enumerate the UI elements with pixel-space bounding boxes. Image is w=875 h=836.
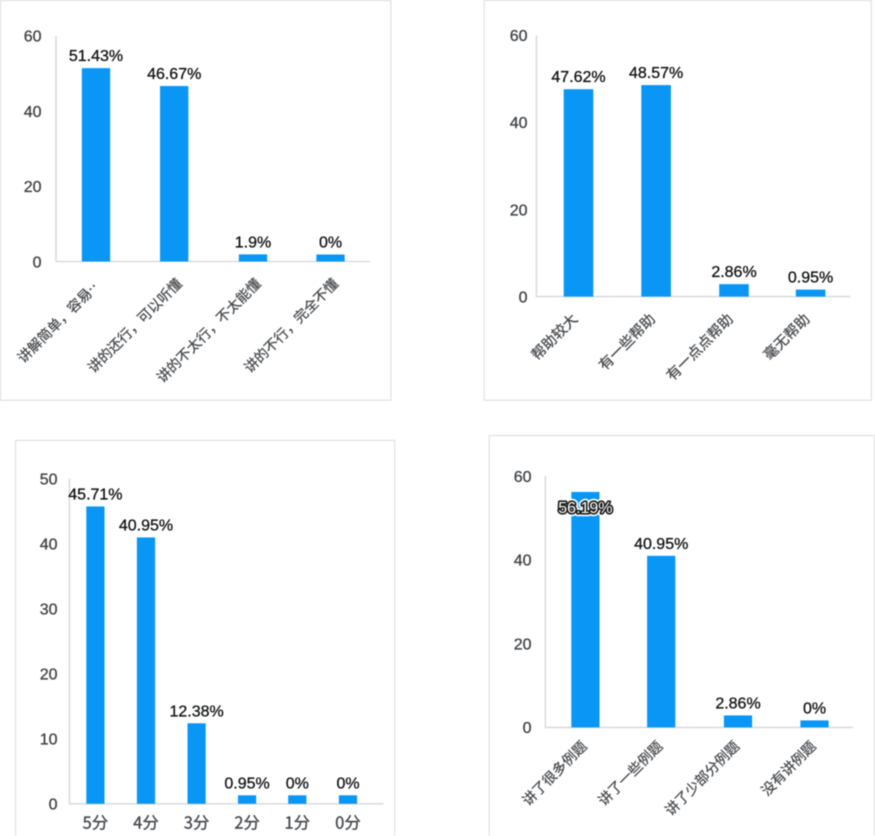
svg-text:0: 0 xyxy=(33,254,42,271)
svg-text:47.62%: 47.62% xyxy=(551,69,605,86)
svg-text:2.86%: 2.86% xyxy=(711,264,756,281)
svg-text:0.95%: 0.95% xyxy=(788,270,833,287)
svg-text:48.57%: 48.57% xyxy=(629,65,683,82)
svg-text:50: 50 xyxy=(40,471,58,488)
svg-text:60: 60 xyxy=(510,28,528,45)
svg-text:40.95%: 40.95% xyxy=(119,517,173,534)
svg-text:40: 40 xyxy=(24,104,42,121)
svg-text:60: 60 xyxy=(514,469,532,486)
svg-text:40: 40 xyxy=(510,115,528,132)
svg-text:51.43%: 51.43% xyxy=(69,48,123,65)
svg-text:0%: 0% xyxy=(803,700,826,717)
svg-text:20: 20 xyxy=(510,202,528,219)
svg-text:0%: 0% xyxy=(319,235,342,252)
svg-text:20: 20 xyxy=(24,179,42,196)
svg-text:0: 0 xyxy=(519,289,528,306)
svg-text:30: 30 xyxy=(40,601,58,618)
svg-text:60: 60 xyxy=(24,29,42,46)
svg-text:0: 0 xyxy=(49,797,58,814)
svg-text:0.95%: 0.95% xyxy=(224,775,269,792)
svg-text:56.19%: 56.19% xyxy=(558,500,612,517)
svg-text:20: 20 xyxy=(40,667,58,684)
svg-text:40: 40 xyxy=(514,553,532,570)
svg-text:40.95%: 40.95% xyxy=(634,536,688,553)
svg-text:2.86%: 2.86% xyxy=(715,695,760,712)
svg-text:0%: 0% xyxy=(286,775,309,792)
svg-text:20: 20 xyxy=(514,636,532,653)
svg-text:12.38%: 12.38% xyxy=(169,703,223,720)
svg-text:0: 0 xyxy=(523,720,532,737)
svg-text:0%: 0% xyxy=(336,775,359,792)
svg-text:10: 10 xyxy=(40,732,58,749)
svg-text:40: 40 xyxy=(40,536,58,553)
svg-text:1.9%: 1.9% xyxy=(235,234,271,251)
svg-text:46.67%: 46.67% xyxy=(147,66,201,83)
svg-text:45.71%: 45.71% xyxy=(68,487,122,504)
svg-text:56.19%: 56.19% xyxy=(558,500,612,517)
